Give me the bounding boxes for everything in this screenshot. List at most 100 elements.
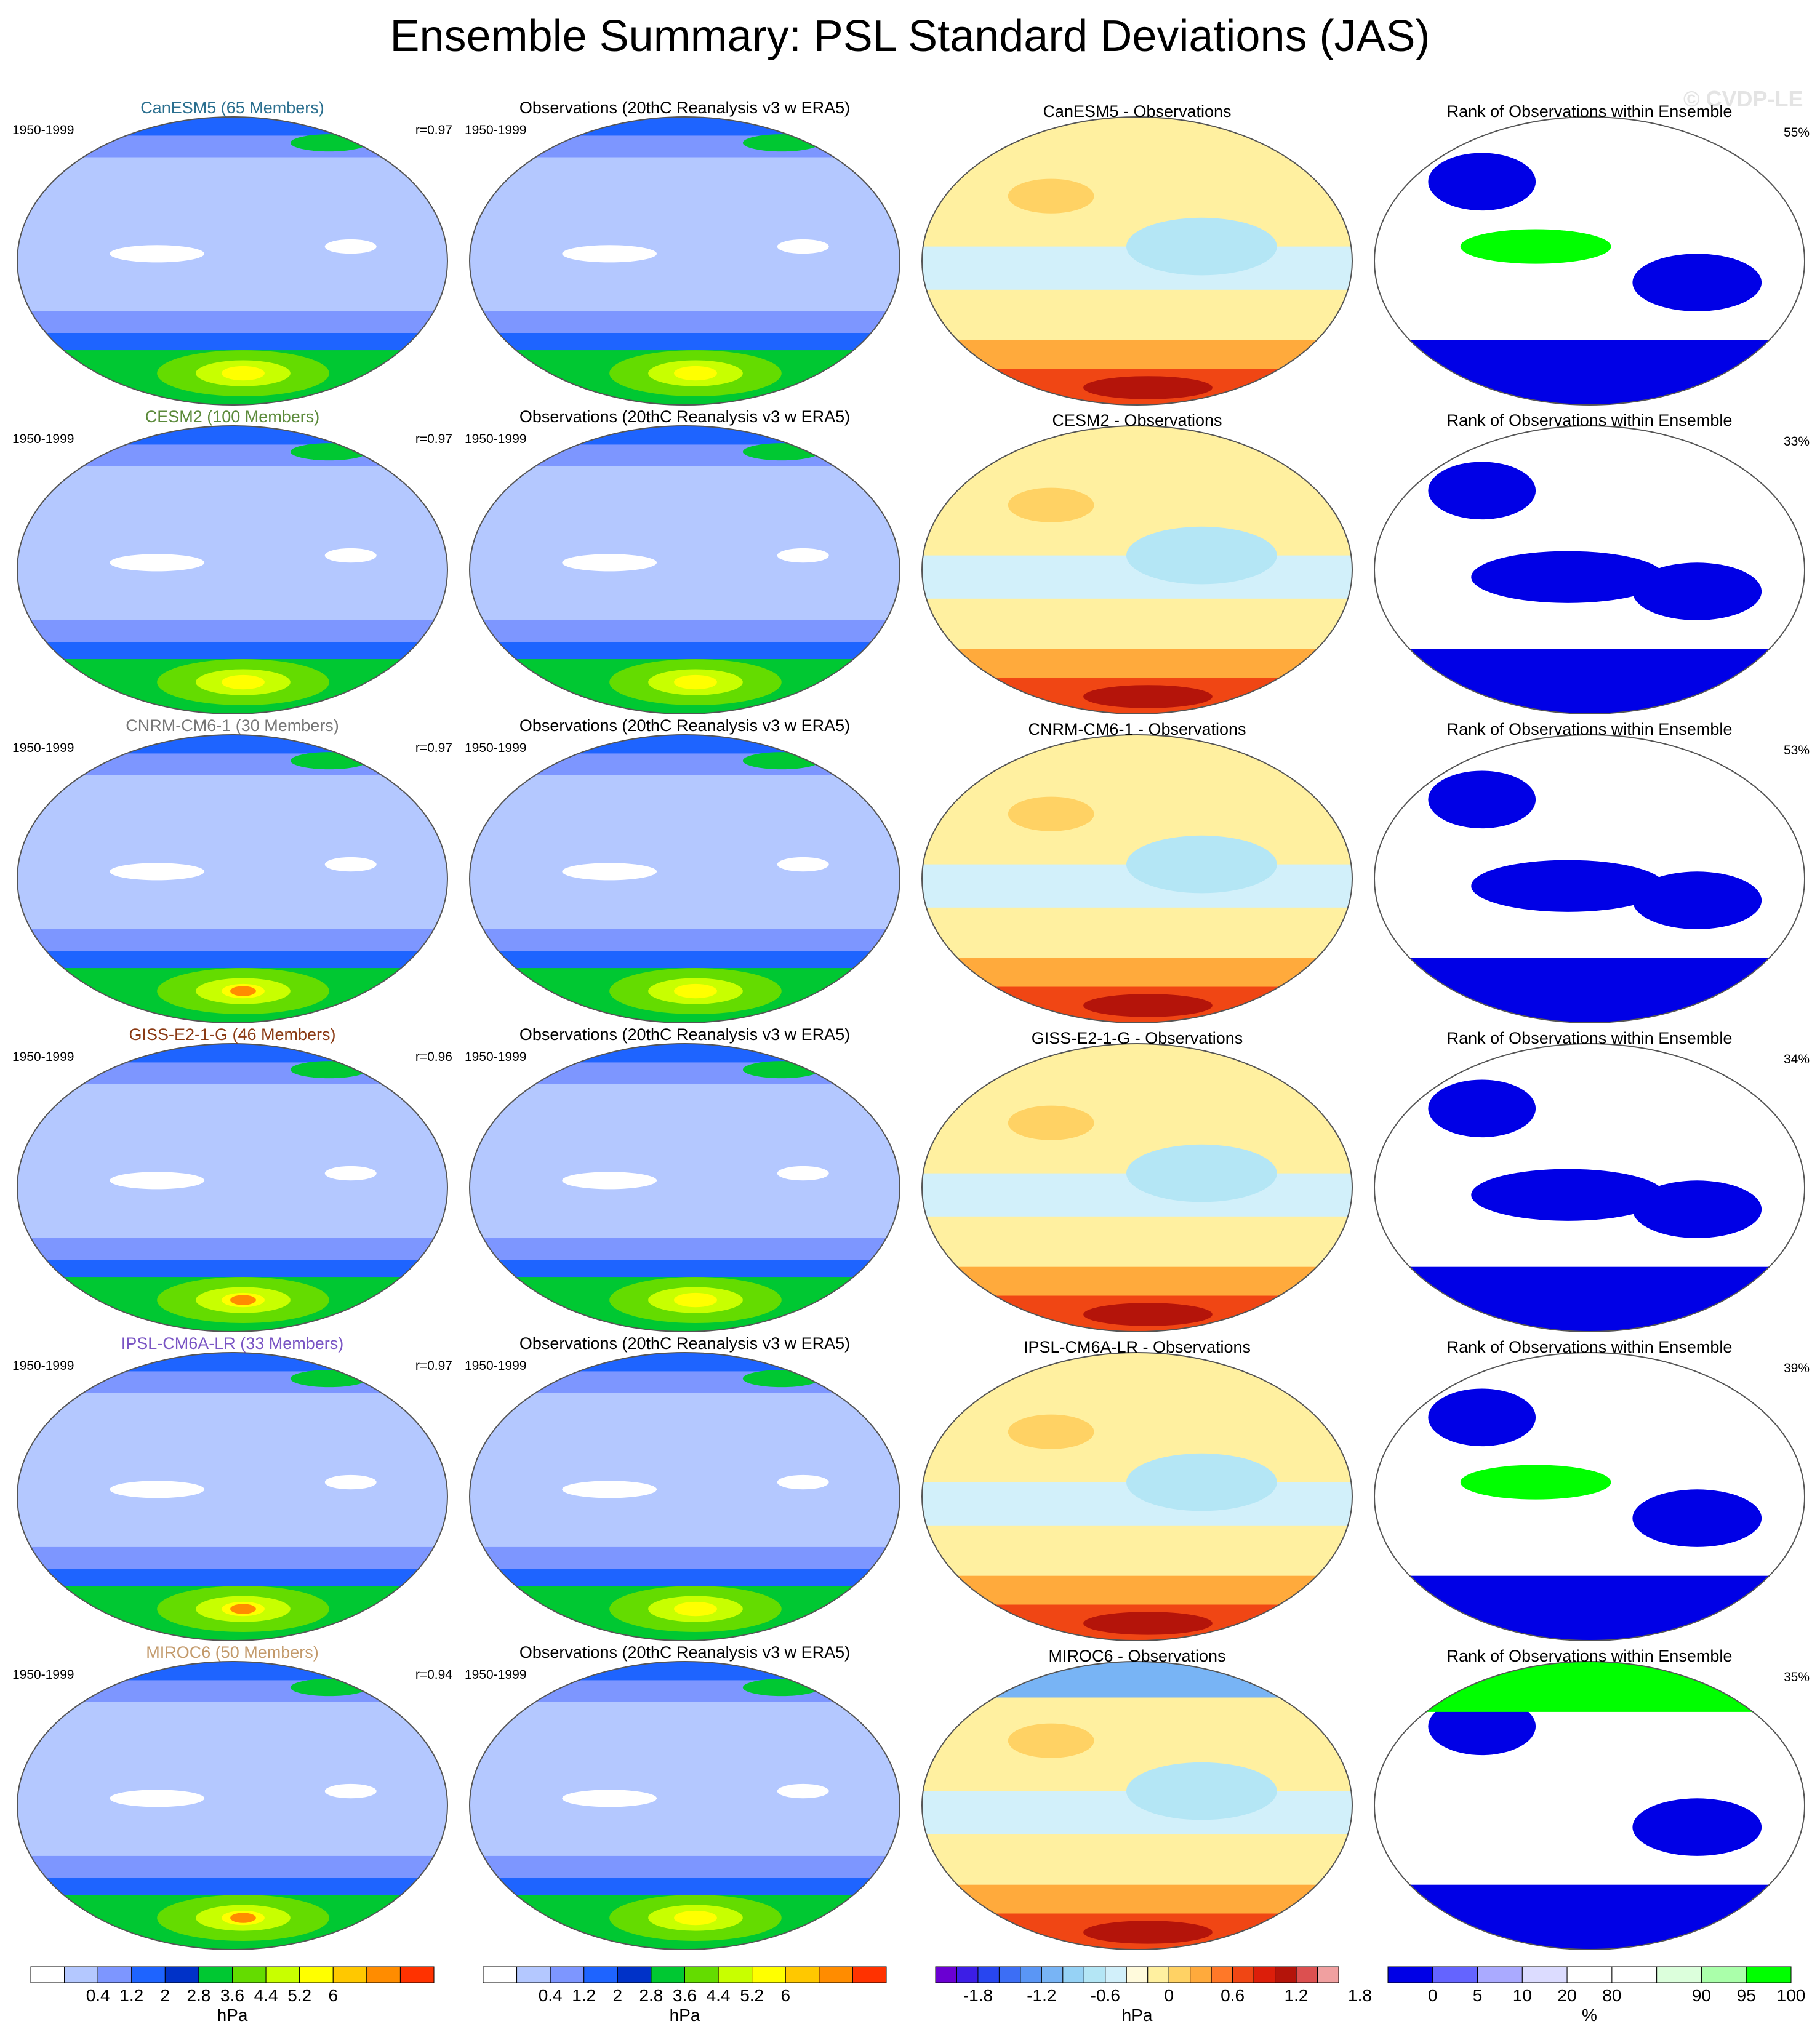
colorbar-swatch xyxy=(718,1966,753,1983)
panel-title: Observations (20thC Reanalysis v3 w ERA5… xyxy=(519,1334,850,1353)
colorbar-tick-label: 4.4 xyxy=(254,1986,278,2005)
colorbar-swatch xyxy=(583,1966,618,1983)
panel-title: MIROC6 - Observations xyxy=(1048,1647,1225,1665)
colorbar-tick-label: 90 xyxy=(1692,1986,1711,2005)
colorbar-swatch xyxy=(265,1966,300,1983)
map-outline xyxy=(1374,425,1805,714)
map-outline xyxy=(1374,116,1805,406)
map-outline xyxy=(17,1352,448,1641)
colorbar-unit: % xyxy=(1582,2006,1597,2025)
colorbar-swatch xyxy=(1190,1966,1212,1983)
colorbar-swatch xyxy=(516,1966,551,1983)
colorbar-swatch xyxy=(131,1966,166,1983)
map-outline xyxy=(17,425,448,714)
colorbar-swatch xyxy=(1296,1966,1318,1983)
colorbar-tick-label: 5 xyxy=(1473,1986,1483,2005)
colorbar-swatch xyxy=(1020,1966,1042,1983)
panel-title: CESM2 - Observations xyxy=(1052,411,1222,430)
colorbar-tick-label: 0.4 xyxy=(539,1986,563,2005)
colorbar-std_model: 0.4 1.2 2 2.8 3.6 4.4 5.2 6 hPa xyxy=(30,1966,435,2025)
colorbar-tick-label: 2 xyxy=(613,1986,623,2005)
panel-title: Rank of Observations within Ensemble xyxy=(1447,1029,1733,1047)
colorbar-swatch xyxy=(1105,1966,1127,1983)
colorbar-tick-label: 5.2 xyxy=(287,1986,311,2005)
colorbar-unit: hPa xyxy=(670,2006,700,2025)
colorbar-swatch xyxy=(684,1966,719,1983)
panel-title: IPSL-CM6A-LR - Observations xyxy=(1024,1338,1251,1356)
colorbar-swatch xyxy=(550,1966,585,1983)
colorbar-swatch xyxy=(97,1966,132,1983)
period-label: 1950-1999 xyxy=(465,123,526,137)
panel-title: Rank of Observations within Ensemble xyxy=(1447,1647,1733,1665)
map-panel-5-2 xyxy=(922,1662,1352,1950)
colorbar-swatch xyxy=(1062,1966,1084,1983)
map-outline xyxy=(1374,734,1805,1023)
map-outline xyxy=(1374,1043,1805,1332)
colorbar-tick-label: 100 xyxy=(1777,1986,1806,2005)
pattern-correlation: r=0.97 xyxy=(415,432,452,446)
map-outline xyxy=(1374,1661,1805,1950)
pattern-correlation: r=0.97 xyxy=(415,123,452,137)
colorbar-swatch xyxy=(366,1966,401,1983)
rank-percent: 35% xyxy=(1784,1670,1810,1684)
panel-title: Rank of Observations within Ensemble xyxy=(1447,720,1733,738)
period-label: 1950-1999 xyxy=(465,741,526,755)
panel-title: CanESM5 - Observations xyxy=(1043,102,1231,121)
colorbar-unit: hPa xyxy=(217,2006,248,2025)
panel-title: GISS-E2-1-G - Observations xyxy=(1032,1029,1243,1047)
panel-title: Observations (20thC Reanalysis v3 w ERA5… xyxy=(519,98,850,117)
colorbar-swatch xyxy=(1521,1966,1568,1983)
colorbar-tick-label: 2.8 xyxy=(186,1986,210,2005)
colorbar-swatch xyxy=(956,1966,979,1983)
colorbar-swatch xyxy=(399,1966,435,1983)
pattern-correlation: r=0.96 xyxy=(415,1050,452,1064)
panel-title: GISS-E2-1-G (46 Members) xyxy=(129,1025,335,1044)
colorbar-diff: -1.8 -1.2 -0.6 0 0.6 1.2 1.8 hPa xyxy=(935,1966,1372,2025)
colorbar-swatch xyxy=(198,1966,233,1983)
colorbar-swatch xyxy=(164,1966,199,1983)
colorbar-swatch xyxy=(1611,1966,1658,1983)
panel-title: CNRM-CM6-1 - Observations xyxy=(1028,720,1246,738)
colorbar-swatch xyxy=(1168,1966,1191,1983)
map-panel-1-3 xyxy=(1374,426,1805,714)
pattern-correlation: r=0.97 xyxy=(415,741,452,755)
panel-title: Observations (20thC Reanalysis v3 w ERA5… xyxy=(519,716,850,735)
map-outline xyxy=(469,734,900,1023)
colorbar-tick-label: 80 xyxy=(1602,1986,1621,2005)
panel-title: MIROC6 (50 Members) xyxy=(146,1643,319,1662)
colorbar-std_obs: 0.4 1.2 2 2.8 3.6 4.4 5.2 6 hPa xyxy=(483,1966,887,2025)
map-outline xyxy=(921,116,1353,406)
map-outline xyxy=(17,1043,448,1332)
period-label: 1950-1999 xyxy=(465,1359,526,1373)
colorbar-tick-label: 95 xyxy=(1737,1986,1756,2005)
colorbar-tick-label: 20 xyxy=(1558,1986,1577,2005)
rank-percent: 39% xyxy=(1784,1361,1810,1375)
map-panel-4-3 xyxy=(1374,1353,1805,1641)
rank-percent: 53% xyxy=(1784,743,1810,758)
map-panel-5-0 xyxy=(17,1662,447,1950)
colorbar-swatch xyxy=(617,1966,652,1983)
map-panel-3-3 xyxy=(1374,1044,1805,1332)
panel-title: CNRM-CM6-1 (30 Members) xyxy=(126,716,339,735)
colorbar-swatch xyxy=(1387,1966,1433,1983)
colorbar-swatch xyxy=(651,1966,685,1983)
colorbar-tick-label: -1.8 xyxy=(963,1986,993,2005)
panel-title: Observations (20thC Reanalysis v3 w ERA5… xyxy=(519,1643,850,1662)
map-outline xyxy=(469,1352,900,1641)
colorbar-tick-label: 1.2 xyxy=(1285,1986,1309,2005)
colorbar-swatch xyxy=(1701,1966,1747,1983)
colorbar-tick-label: 2.8 xyxy=(639,1986,663,2005)
colorbar-tick-label: 0 xyxy=(1428,1986,1438,2005)
panel-title: Rank of Observations within Ensemble xyxy=(1447,1338,1733,1356)
colorbar-tick-label: 0.4 xyxy=(86,1986,110,2005)
map-outline xyxy=(921,1043,1353,1332)
colorbar-tick-label: 3.6 xyxy=(220,1986,244,2005)
colorbar-swatch xyxy=(1656,1966,1702,1983)
colorbar-tick-label: 1.2 xyxy=(119,1986,143,2005)
map-outline xyxy=(17,734,448,1023)
colorbar-tick-label: 0.6 xyxy=(1221,1986,1245,2005)
colorbar-swatch xyxy=(1566,1966,1613,1983)
colorbar-swatch xyxy=(785,1966,820,1983)
colorbar-tick-label: 1.8 xyxy=(1348,1986,1372,2005)
